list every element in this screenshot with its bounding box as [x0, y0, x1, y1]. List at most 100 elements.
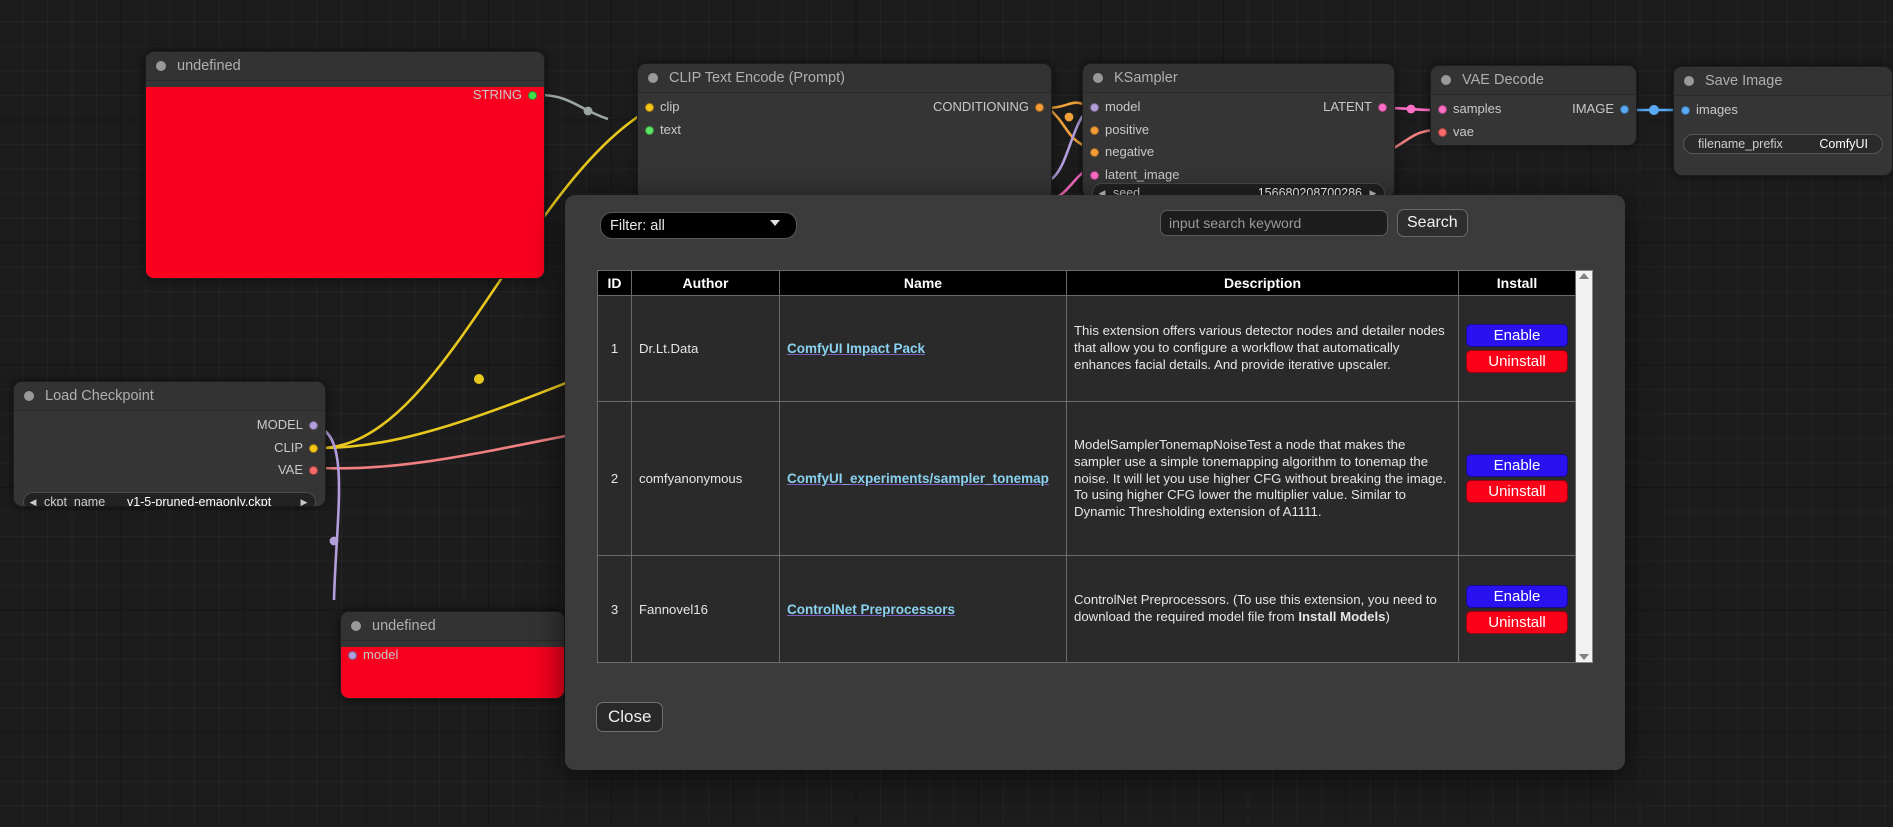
node-body: MODEL CLIP VAE ◀ ckpt_name v1-5-pruned-e…	[14, 417, 325, 507]
uninstall-button[interactable]: Uninstall	[1466, 610, 1568, 634]
extension-link[interactable]: ControlNet Preprocessors	[787, 601, 956, 617]
node-title-text: VAE Decode	[1462, 72, 1544, 88]
input-pin-model[interactable]	[1090, 103, 1099, 112]
input-pin-images[interactable]	[1681, 106, 1690, 115]
increment-arrow-icon[interactable]: ▶	[1369, 187, 1377, 198]
node-title-bar[interactable]: undefined	[341, 612, 564, 641]
slot-label: model	[1105, 99, 1141, 114]
search-button[interactable]: Search	[1397, 209, 1468, 237]
slot-label: text	[660, 121, 681, 137]
node-status-dot	[648, 73, 658, 83]
node-input-model[interactable]: model	[1083, 99, 1394, 116]
extensions-table: ID Author Name Description Install 1 Dr.…	[597, 270, 1576, 663]
table-vertical-scrollbar[interactable]	[1576, 270, 1593, 663]
close-button[interactable]: Close	[596, 702, 664, 732]
node-input-model[interactable]: model	[341, 647, 564, 664]
widget-seed[interactable]: ◀ seed 156680208700286 ▶	[1092, 183, 1385, 198]
node-input-images[interactable]: images	[1674, 102, 1892, 119]
slot-label: CONDITIONING	[932, 99, 1029, 114]
graph-node-save-image[interactable]: Save Image images filename_prefix ComfyU…	[1673, 66, 1893, 176]
node-title-bar[interactable]: VAE Decode	[1431, 66, 1636, 95]
node-input-text[interactable]: text	[638, 122, 1051, 139]
output-pin-model[interactable]	[309, 421, 318, 430]
extensions-table-container: ID Author Name Description Install 1 Dr.…	[597, 270, 1593, 663]
slot-label: CLIP	[274, 439, 303, 455]
graph-node-vae-decode[interactable]: VAE Decode samples IMAGE vae	[1430, 65, 1637, 146]
node-title-bar[interactable]: Load Checkpoint	[14, 382, 325, 411]
node-input-latent-image[interactable]: latent_image	[1083, 167, 1394, 184]
cell-description: ModelSamplerTonemapNoiseTest a node that…	[1066, 401, 1459, 557]
table-header-row: ID Author Name Description Install	[597, 270, 1576, 296]
graph-node-ksampler[interactable]: KSampler model LATENT positive negative …	[1082, 63, 1395, 198]
node-input-vae[interactable]: vae	[1431, 124, 1636, 141]
input-pin-negative[interactable]	[1090, 148, 1099, 157]
node-output-conditioning[interactable]: CONDITIONING	[638, 99, 1051, 116]
node-input-clip[interactable]: clip	[638, 99, 1051, 116]
uninstall-button[interactable]: Uninstall	[1466, 480, 1568, 504]
input-pin-vae[interactable]	[1438, 127, 1447, 137]
enable-button[interactable]: Enable	[1466, 584, 1568, 608]
decrement-arrow-icon[interactable]: ◀	[29, 496, 37, 507]
node-title-bar[interactable]: KSampler	[1083, 64, 1394, 93]
cell-author: Fannovel16	[631, 555, 780, 663]
output-pin-latent[interactable]	[1378, 103, 1387, 112]
description-text-bold: Install Models	[1298, 609, 1386, 625]
scroll-up-arrow-icon[interactable]	[1579, 273, 1589, 279]
uninstall-button[interactable]: Uninstall	[1466, 350, 1568, 374]
output-pin-vae[interactable]	[309, 466, 318, 475]
decrement-arrow-icon[interactable]: ◀	[1098, 187, 1106, 198]
node-title-text: KSampler	[1114, 70, 1178, 86]
input-pin-text[interactable]	[645, 125, 654, 135]
slot-label: VAE	[277, 462, 303, 477]
node-output-clip[interactable]: CLIP	[14, 440, 325, 457]
node-title-text: CLIP Text Encode (Prompt)	[669, 70, 845, 86]
input-pin-positive[interactable]	[1090, 125, 1099, 135]
node-output-model[interactable]: MODEL	[14, 417, 325, 434]
increment-arrow-icon[interactable]: ▶	[300, 496, 308, 507]
node-input-samples[interactable]: samples	[1431, 101, 1636, 118]
graph-node-load-checkpoint[interactable]: Load Checkpoint MODEL CLIP VAE ◀ ckpt_na…	[13, 381, 326, 507]
input-pin-latent-image[interactable]	[1090, 170, 1099, 180]
node-title-text: undefined	[177, 58, 241, 74]
node-title-text: undefined	[372, 618, 436, 634]
output-pin-image[interactable]	[1620, 105, 1629, 114]
cell-author: comfyanonymous	[631, 401, 780, 557]
enable-button[interactable]: Enable	[1466, 324, 1568, 348]
graph-node-undefined-string[interactable]: undefined STRING	[145, 51, 545, 279]
slot-label: latent_image	[1105, 166, 1180, 182]
slot-label: STRING	[472, 87, 522, 102]
output-pin-string[interactable]	[528, 91, 537, 100]
node-output-string[interactable]: STRING	[146, 87, 544, 104]
node-input-negative[interactable]: negative	[1083, 144, 1394, 161]
node-title-bar[interactable]: undefined	[146, 52, 544, 81]
widget-filename-prefix[interactable]: filename_prefix ComfyUI	[1683, 134, 1883, 154]
filter-select[interactable]: Filter: all	[600, 212, 797, 239]
widget-value: ComfyUI	[1819, 137, 1868, 151]
widget-ckpt-name[interactable]: ◀ ckpt_name v1-5-pruned-emaonly.ckpt ▶	[23, 492, 316, 507]
input-pin-model[interactable]	[348, 651, 357, 660]
node-output-vae[interactable]: VAE	[14, 462, 325, 479]
search-input[interactable]	[1160, 210, 1388, 236]
cell-description: ControlNet Preprocessors. (To use this e…	[1066, 555, 1459, 663]
scroll-down-arrow-icon[interactable]	[1579, 654, 1589, 660]
node-title-bar[interactable]: CLIP Text Encode (Prompt)	[638, 64, 1051, 93]
enable-button[interactable]: Enable	[1466, 454, 1568, 478]
column-header-install: Install	[1458, 270, 1576, 296]
graph-node-undefined-model[interactable]: undefined model	[340, 611, 565, 699]
input-pin-clip[interactable]	[645, 103, 654, 112]
input-pin-samples[interactable]	[1438, 105, 1447, 114]
cell-id: 2	[597, 401, 632, 557]
extension-link[interactable]: ComfyUI_experiments/sampler_tonemap	[787, 471, 1049, 487]
slot-label: vae	[1453, 123, 1474, 139]
node-body: STRING	[146, 87, 544, 278]
node-title-bar[interactable]: Save Image	[1674, 67, 1892, 96]
node-input-positive[interactable]: positive	[1083, 122, 1394, 139]
node-output-latent[interactable]: LATENT	[1083, 99, 1394, 116]
extension-link[interactable]: ComfyUI Impact Pack	[787, 341, 926, 357]
output-pin-conditioning[interactable]	[1035, 103, 1044, 112]
node-output-image[interactable]: IMAGE	[1431, 101, 1636, 118]
widget-label: seed	[1113, 186, 1141, 198]
output-pin-clip[interactable]	[309, 443, 318, 453]
slot-label: negative	[1105, 144, 1155, 159]
column-header-description: Description	[1066, 270, 1459, 296]
